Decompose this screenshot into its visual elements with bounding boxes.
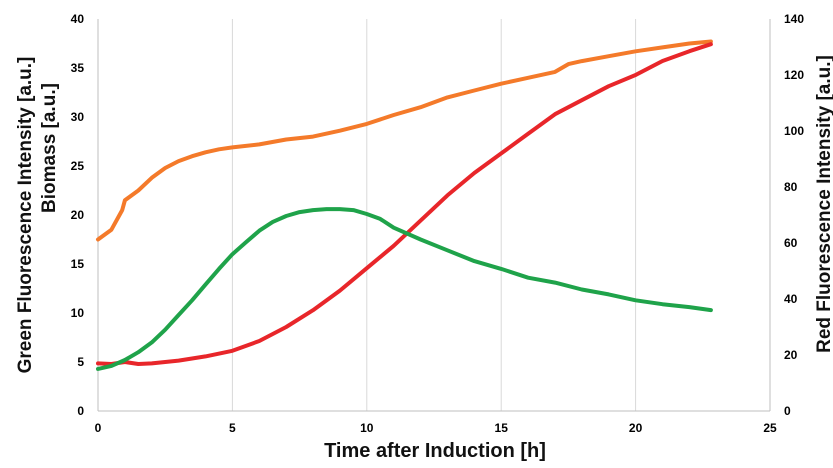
left-y-tick-label: 35 [71,61,85,75]
left-y-tick-label: 25 [71,159,85,173]
left-axis-title-line2: Biomass [a.u.] [39,83,60,213]
left-y-tick-label: 0 [77,404,84,418]
x-tick-label: 0 [95,421,102,435]
tick-labels: 0 5 10 15 20 25 0 5 10 15 20 25 30 35 40 0 20 40 60 80 100 12… [71,12,805,435]
left-y-tick-label: 20 [71,208,85,222]
left-axis-title-line1: Green Fluorescence Intensity [a.u.] [15,57,36,374]
right-y-tick-label: 140 [784,12,804,26]
right-y-tick-label: 100 [784,124,804,138]
right-axis-title: Red Fluorescence Intensity [a.u.] [814,55,833,353]
left-y-tick-label: 5 [77,355,84,369]
x-tick-label: 10 [360,421,374,435]
series-line-2 [96,207,713,371]
series-line-0 [96,39,713,242]
series-line-1 [96,42,713,366]
x-tick-label: 25 [763,421,777,435]
x-tick-label: 20 [629,421,643,435]
grid-lines [231,19,771,411]
x-tick-label: 5 [229,421,236,435]
right-y-tick-label: 60 [784,236,798,250]
right-y-tick-label: 0 [784,404,791,418]
left-y-tick-label: 15 [71,257,85,271]
left-y-tick-label: 10 [71,306,85,320]
x-axis-title: Time after Induction [h] [324,440,546,462]
right-y-tick-label: 20 [784,348,798,362]
series-lines [96,39,713,371]
left-y-tick-label: 40 [71,12,85,26]
right-y-tick-label: 80 [784,180,798,194]
left-y-tick-label: 30 [71,110,85,124]
right-y-tick-label: 40 [784,292,798,306]
right-y-tick-label: 120 [784,68,804,82]
axes [97,19,771,412]
x-tick-label: 15 [495,421,509,435]
